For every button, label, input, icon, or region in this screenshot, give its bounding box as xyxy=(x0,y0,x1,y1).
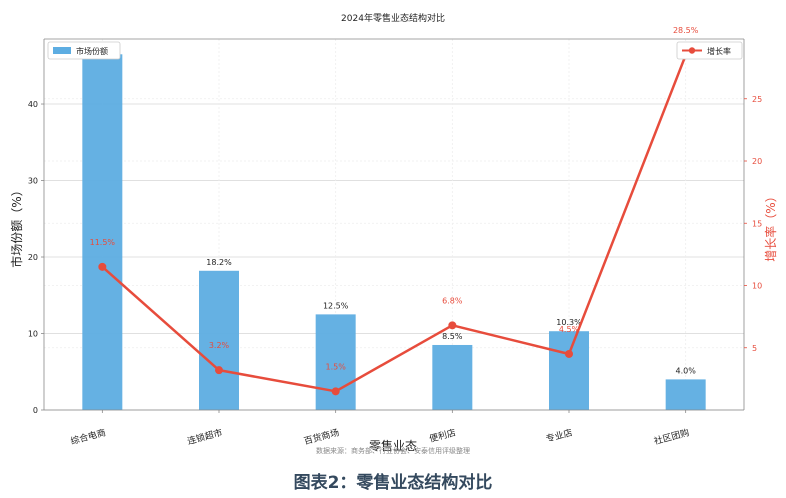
tick-label-right-0: 5 xyxy=(752,344,757,353)
tick-label-right-3: 20 xyxy=(752,157,762,166)
footer-caption: 图表2：零售业态结构对比 xyxy=(293,473,493,493)
axes: 0 10 20 30 40 5 10 15 20 25 综合电商 连锁超市 百货商场 便利店 专业店 社区团购 xyxy=(28,38,762,447)
tick-label-left-2: 20 xyxy=(28,253,38,262)
category-label-5: 社区团购 xyxy=(653,426,691,447)
bar-label-4: 10.3% xyxy=(556,318,582,327)
tick-label-right-2: 15 xyxy=(752,219,762,228)
growth-label-3: 6.8% xyxy=(442,296,463,305)
legend-bar-swatch xyxy=(53,47,71,54)
tick-label-right-1: 10 xyxy=(752,282,762,291)
legend-line-marker xyxy=(688,47,696,54)
bar-3 xyxy=(432,344,473,410)
legend-line-box xyxy=(676,41,743,60)
growth-label-4: 4.5% xyxy=(559,325,580,334)
growth-point-4 xyxy=(565,349,573,358)
legend-bar: 市场份额 xyxy=(47,41,121,60)
category-label-0: 综合电商 xyxy=(69,426,107,447)
line-series: 11.5% 3.2% 1.5% 6.8% 4.5% 28.5% xyxy=(90,26,699,396)
growth-label-5: 28.5% xyxy=(673,26,699,35)
category-label-1: 连锁超市 xyxy=(186,426,224,447)
y-axis-label-right: 增长率（%） xyxy=(763,190,778,261)
growth-point-0 xyxy=(98,262,107,271)
legend-line: 增长率 xyxy=(676,41,743,60)
growth-label-2: 1.5% xyxy=(326,362,347,371)
grid-lines xyxy=(44,39,744,411)
bar-label-2: 12.5% xyxy=(323,301,349,310)
legend-line-label: 增长率 xyxy=(707,46,731,56)
tick-label-left-4: 40 xyxy=(28,100,38,109)
bar-label-5: 4.0% xyxy=(676,366,697,375)
source-note: 数据来源：商务部、行业协会、安泰信用评级整理 xyxy=(316,446,470,455)
category-label-2: 百货商场 xyxy=(303,426,341,447)
legend-bar-label: 市场份额 xyxy=(76,46,108,56)
tick-label-left-3: 30 xyxy=(28,177,38,186)
growth-label-1: 3.2% xyxy=(209,341,230,350)
bar-series: 46.5%18.2%12.5%8.5%10.3%4.0% xyxy=(82,41,706,410)
growth-point-2 xyxy=(331,387,340,396)
bar-label-1: 18.2% xyxy=(206,258,232,267)
legend-bar-box xyxy=(47,41,121,60)
bar-label-3: 8.5% xyxy=(442,332,463,341)
tick-label-left-0: 0 xyxy=(33,406,38,415)
y-axis-label-left: 市场份额（%） xyxy=(9,184,24,267)
chart-title: 2024年零售业态结构对比 xyxy=(341,12,445,24)
growth-point-3 xyxy=(448,321,457,330)
x-axis-label: 零售业态 xyxy=(369,438,417,453)
growth-line xyxy=(101,54,687,393)
tick-label-left-1: 10 xyxy=(28,330,38,339)
bar-1 xyxy=(199,270,239,410)
tick-label-right-4: 25 xyxy=(752,95,762,104)
bar-4 xyxy=(549,331,589,410)
category-label-3: 便利店 xyxy=(428,426,457,445)
bar-5 xyxy=(665,379,706,410)
category-label-4: 专业店 xyxy=(545,426,574,445)
growth-point-1 xyxy=(215,366,223,375)
growth-label-0: 11.5% xyxy=(90,238,116,247)
bar-0 xyxy=(82,54,123,410)
